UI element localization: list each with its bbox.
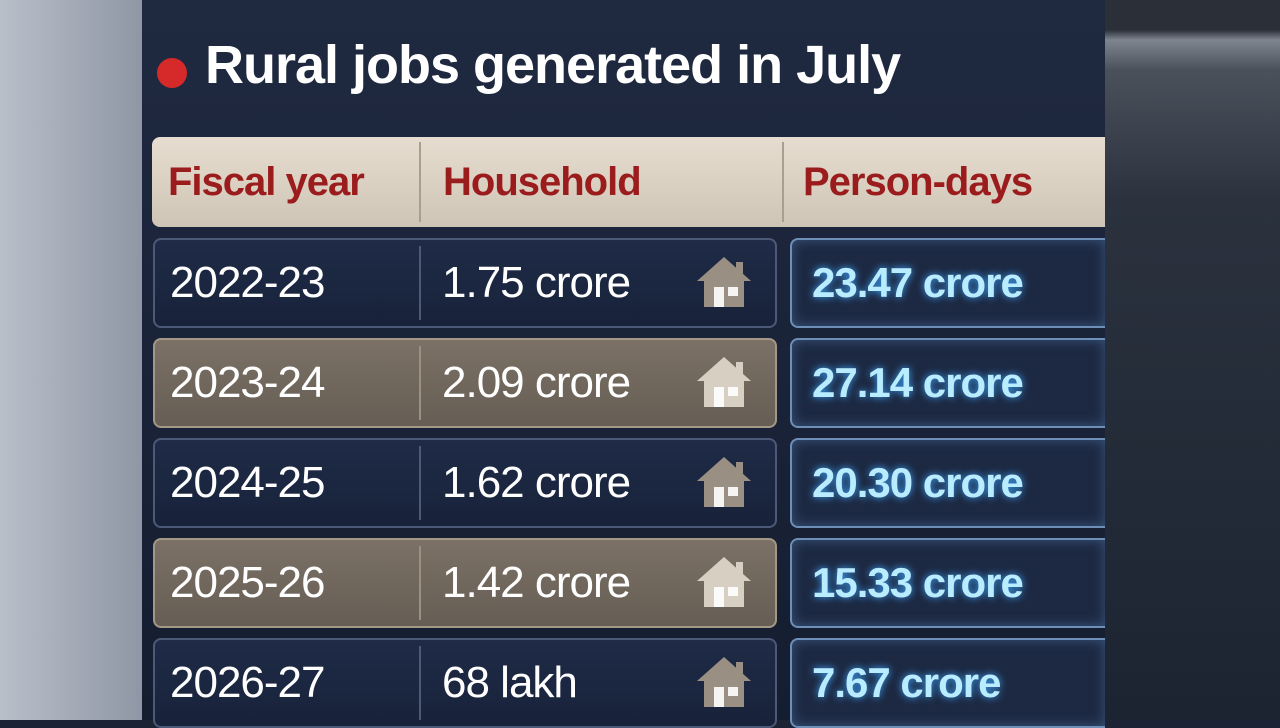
title: Rural jobs generated in July xyxy=(205,35,901,95)
household: 2.09 crore xyxy=(442,358,631,407)
person-days-box xyxy=(790,238,1105,328)
person-days-box xyxy=(790,338,1105,428)
column-header: Household xyxy=(443,160,642,204)
person-days: 15.33 crore xyxy=(812,559,1024,606)
fiscal-year: 2025-26 xyxy=(170,558,325,607)
row-separator xyxy=(419,346,421,420)
row-separator xyxy=(419,646,421,720)
right-panel xyxy=(1105,0,1280,720)
person-days-box xyxy=(790,638,1105,728)
table-header xyxy=(152,137,1105,227)
header-separator xyxy=(419,142,421,222)
household: 68 lakh xyxy=(442,658,578,707)
row-box xyxy=(153,438,777,528)
house-icon xyxy=(694,454,754,510)
header-separator xyxy=(782,142,784,222)
house-icon xyxy=(694,554,754,610)
fiscal-year: 2026-27 xyxy=(170,658,325,707)
fiscal-year: 2022-23 xyxy=(170,258,325,307)
house-icon xyxy=(694,354,754,410)
row-box xyxy=(153,538,777,628)
row-separator xyxy=(419,546,421,620)
house-icon xyxy=(694,654,754,710)
person-days: 27.14 crore xyxy=(812,359,1024,406)
row-box xyxy=(153,338,777,428)
fiscal-year: 2024-25 xyxy=(170,458,325,507)
person-days: 23.47 crore xyxy=(812,259,1024,306)
column-header: Person-days xyxy=(803,160,1033,204)
person-days-box xyxy=(790,538,1105,628)
row-separator xyxy=(419,246,421,320)
row-box xyxy=(153,238,777,328)
column-header: Fiscal year xyxy=(168,160,365,204)
fiscal-year: 2023-24 xyxy=(170,358,325,407)
row-separator xyxy=(419,446,421,520)
house-icon xyxy=(694,254,754,310)
household: 1.42 crore xyxy=(442,558,631,607)
left-panel xyxy=(0,0,142,720)
title-bullet xyxy=(157,58,187,88)
person-days-box xyxy=(790,438,1105,528)
person-days: 20.30 crore xyxy=(812,459,1024,506)
person-days: 7.67 crore xyxy=(812,659,1001,706)
household: 1.62 crore xyxy=(442,458,631,507)
household: 1.75 crore xyxy=(442,258,631,307)
